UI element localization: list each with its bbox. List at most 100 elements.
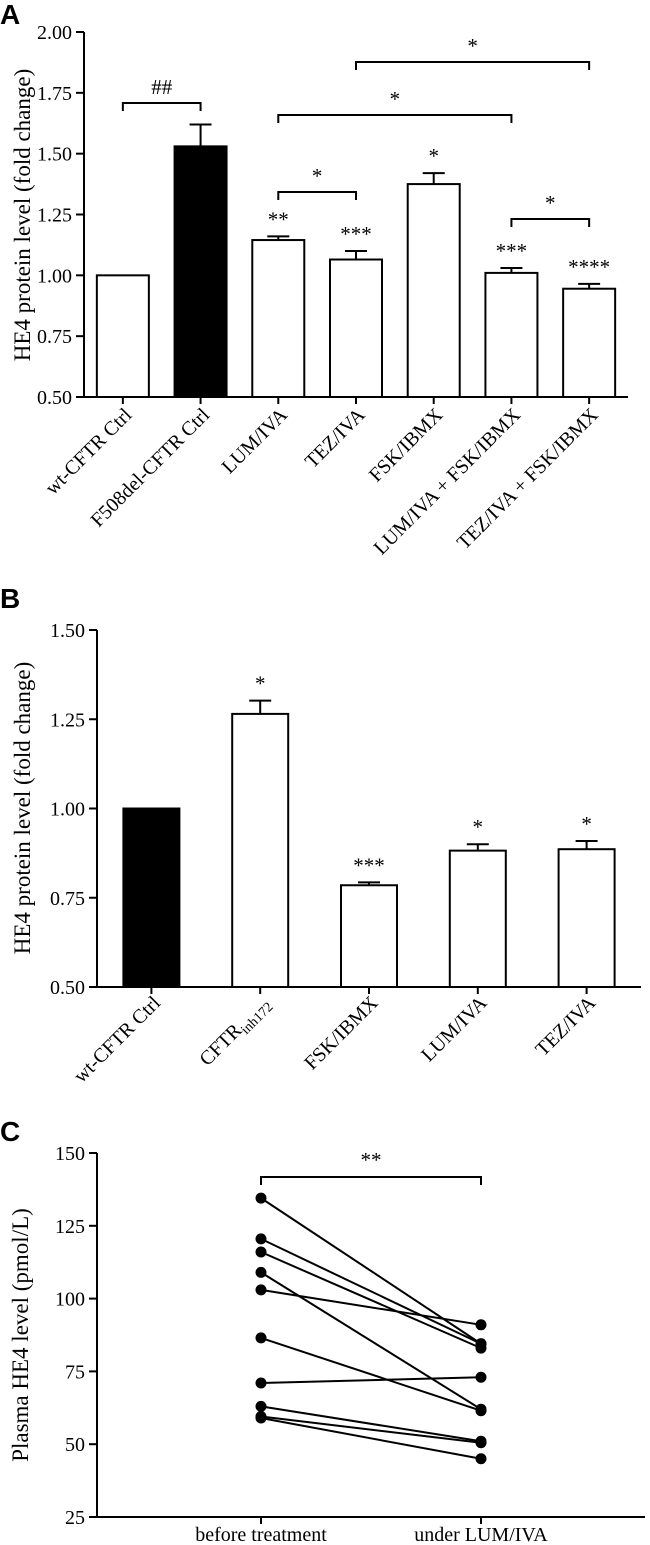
bar — [173, 145, 228, 398]
x-category-label: LUM/IVA — [218, 404, 293, 479]
data-point-after — [475, 1437, 487, 1449]
bar — [406, 183, 461, 398]
significance-label: * — [255, 672, 266, 696]
panel-c-paired-plot: 25 50 75 100 125 150 before treatment under LUM… — [55, 1143, 645, 1545]
bracket-label: ## — [151, 75, 173, 99]
significance-label: * — [581, 812, 592, 836]
error-bar — [466, 843, 489, 851]
bracket-label: * — [467, 34, 478, 58]
y-tick-label: 1.25 — [50, 709, 85, 731]
y-tick-label: 125 — [55, 1216, 85, 1238]
error-bar — [578, 282, 601, 289]
x-category-label: FSK/IBMX — [300, 992, 383, 1075]
significance-label: * — [473, 815, 484, 839]
data-point-after — [475, 1319, 487, 1331]
error-bar — [345, 250, 367, 260]
panel-b-bar-chart: 0.500.751.001.251.50***** *wt-CFTR Ctrl CF… — [50, 620, 641, 1087]
comparison-bracket — [355, 61, 591, 70]
bar — [329, 258, 383, 398]
significance-label: *** — [496, 239, 528, 263]
comparison-bracket — [510, 218, 591, 227]
panel-label-b: B — [0, 583, 20, 614]
y-tick-label: 0.50 — [37, 387, 72, 409]
y-tick-label: 150 — [55, 1143, 85, 1165]
bracket-label: ** — [361, 1148, 382, 1172]
data-point-after — [475, 1371, 487, 1383]
significance-label: ** — [268, 207, 289, 231]
y-tick-label: 1.00 — [50, 799, 85, 821]
bar — [484, 271, 539, 398]
panel-label-c: C — [0, 1116, 20, 1147]
x-category-label: TEZ/IVA — [531, 992, 600, 1061]
data-point-before — [255, 1332, 267, 1344]
paired-line — [260, 1271, 482, 1411]
paired-line — [260, 1417, 482, 1460]
bar — [562, 287, 617, 399]
x-category-label: wt-CFTR Ctrl — [70, 992, 166, 1088]
x-category-label: before treatment — [195, 1524, 327, 1545]
y-tick-label: 25 — [65, 1507, 85, 1529]
x-category-label: under LUM/IVA — [414, 1524, 548, 1545]
bar — [448, 849, 507, 988]
significance-label: *** — [353, 853, 385, 877]
paired-line — [260, 1288, 482, 1326]
data-point-before — [255, 1284, 267, 1296]
significance-label: *** — [340, 222, 372, 246]
bracket-label: * — [545, 191, 556, 215]
panel-a-y-axis-label: HE4 protein level (fold change) — [10, 69, 35, 362]
panel-b-y-axis-label: HE4 protein level (fold change) — [10, 662, 35, 955]
data-point-before — [255, 1266, 267, 1278]
comparison-bracket — [121, 102, 202, 111]
x-category-label: TEZ/IVA — [301, 404, 370, 473]
y-tick-label: 1.25 — [37, 205, 72, 227]
bar — [251, 239, 306, 398]
y-tick-label: 0.75 — [50, 888, 85, 910]
bar — [231, 712, 290, 989]
paired-line — [260, 1251, 482, 1350]
x-category-label: FSK/IBMX — [365, 404, 448, 487]
y-tick-label: 1.50 — [50, 620, 85, 642]
bar — [557, 848, 616, 988]
error-bar — [422, 172, 445, 185]
data-point-before — [255, 1400, 267, 1412]
x-category-label: LUM/IVA + FSK/IBMX — [370, 404, 526, 560]
comparison-bracket — [277, 114, 513, 123]
y-tick-label: 1.00 — [37, 265, 72, 287]
paired-line — [260, 1405, 482, 1443]
y-tick-label: 50 — [65, 1434, 85, 1456]
significance-label: **** — [568, 255, 610, 279]
error-bar — [249, 699, 272, 714]
data-point-after — [475, 1453, 487, 1465]
panel-label-a: A — [0, 0, 20, 30]
error-bar — [358, 881, 380, 886]
error-bar — [267, 235, 290, 241]
data-point-before — [255, 1246, 267, 1258]
y-tick-label: 100 — [55, 1289, 85, 1311]
paired-line — [260, 1415, 482, 1444]
error-bar — [500, 267, 523, 273]
error-bar — [575, 839, 598, 850]
panel-c-y-axis-label: Plasma HE4 level (pmol/L) — [8, 1208, 33, 1462]
significance-label: * — [428, 144, 439, 168]
paired-line — [260, 1376, 482, 1385]
error-bar — [189, 123, 212, 147]
y-tick-label: 75 — [65, 1361, 85, 1383]
comparison-bracket — [260, 1176, 482, 1185]
data-point-before — [255, 1377, 267, 1389]
bracket-label: * — [312, 164, 323, 188]
y-tick-label: 1.50 — [37, 144, 72, 166]
x-category-label: TEZ/IVA + FSK/IBMX — [453, 404, 603, 554]
panel-a-bar-chart: 0.500.751.001.251.501.752.00************… — [37, 22, 628, 559]
bar — [122, 807, 181, 988]
paired-line — [260, 1238, 482, 1345]
x-category-label: CFTRinh172 — [195, 992, 276, 1073]
bar — [340, 884, 398, 989]
data-point-before — [255, 1233, 267, 1245]
x-category-label: LUM/IVA — [417, 992, 492, 1067]
y-tick-label: 2.00 — [37, 22, 72, 44]
y-tick-label: 0.75 — [37, 326, 72, 348]
bracket-label: * — [390, 87, 401, 111]
y-tick-label: 0.50 — [50, 977, 85, 999]
bar — [95, 274, 150, 399]
